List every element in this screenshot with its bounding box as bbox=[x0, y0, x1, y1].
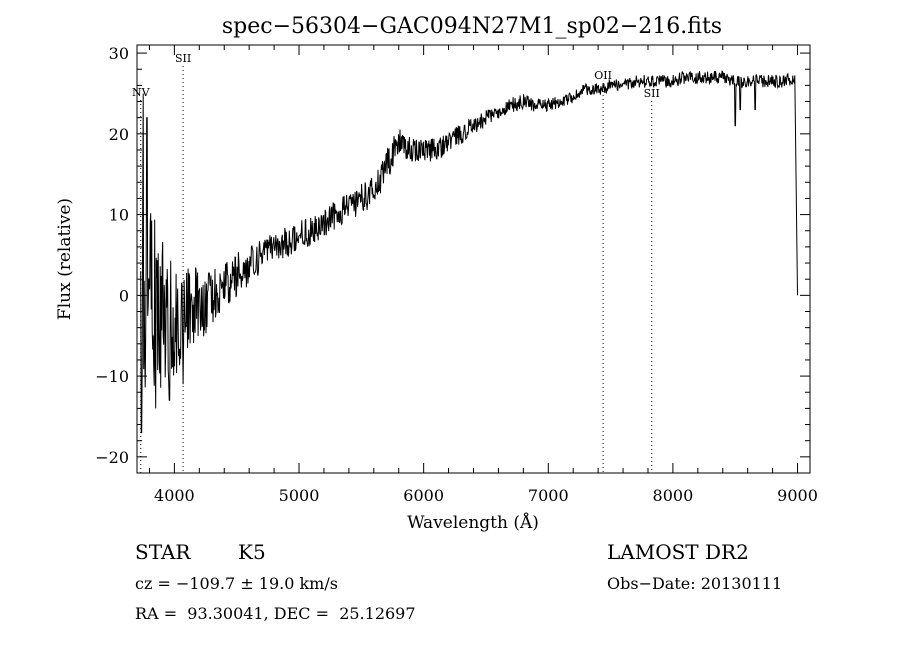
axis-ticks: 4000 5000 6000 7000 8000 9000 −20 −10 0 10 20 30 bbox=[95, 44, 818, 505]
x-tick-label: 7000 bbox=[528, 486, 569, 505]
line-marker-label: NV bbox=[132, 86, 151, 99]
y-tick-label: 30 bbox=[109, 44, 129, 63]
plot-frame bbox=[136, 44, 811, 474]
object-class: STAR bbox=[135, 540, 191, 564]
y-tick-label: −10 bbox=[95, 367, 129, 386]
ra-dec: RA = 93.30041, DEC = 25.12697 bbox=[135, 604, 416, 623]
x-tick-label: 5000 bbox=[279, 486, 320, 505]
x-tick-label: 9000 bbox=[777, 486, 818, 505]
x-tick-label: 8000 bbox=[653, 486, 694, 505]
y-tick-label: 10 bbox=[109, 206, 129, 225]
y-axis-label: Flux (relative) bbox=[55, 198, 75, 320]
spectrum-line bbox=[140, 70, 798, 434]
object-subclass: K5 bbox=[238, 540, 266, 564]
y-tick-label: 0 bbox=[119, 286, 129, 305]
x-tick-label: 6000 bbox=[403, 486, 444, 505]
x-tick-label: 4000 bbox=[154, 486, 195, 505]
line-marker-label: OII bbox=[594, 69, 612, 82]
y-tick-label: 20 bbox=[109, 125, 129, 144]
line-markers: NV SII OII SII bbox=[132, 52, 660, 473]
survey-name: LAMOST DR2 bbox=[607, 540, 749, 564]
observation-date: Obs−Date: 20130111 bbox=[607, 574, 783, 593]
line-marker-label: SII bbox=[175, 52, 191, 65]
chart-title: spec−56304−GAC094N27M1_sp02−216.fits bbox=[222, 14, 722, 39]
line-marker-label: SII bbox=[644, 87, 660, 100]
y-tick-label: −20 bbox=[95, 448, 129, 467]
redshift-cz: cz = −109.7 ± 19.0 km/s bbox=[135, 574, 338, 593]
x-axis-label: Wavelength (Å) bbox=[407, 512, 539, 533]
